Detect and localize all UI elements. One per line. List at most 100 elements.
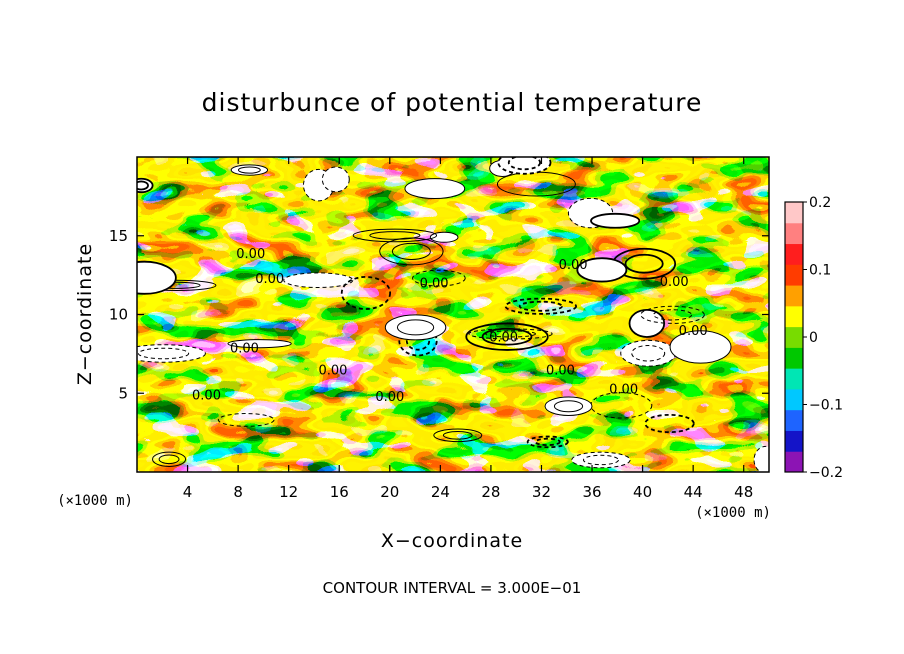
negative-contour [405, 331, 431, 351]
positive-contour [391, 242, 431, 260]
x-tick-label: 24 [431, 483, 450, 501]
y-tick-label: 15 [109, 227, 128, 245]
x-tick-label: 44 [684, 483, 703, 501]
colorbar-tick-label: 0.1 [809, 263, 831, 279]
chart-title: disturbunce of potential temperature [202, 88, 703, 117]
colorbar-swatch [785, 326, 803, 348]
positive-contour [669, 330, 732, 364]
colorbar-swatch [785, 409, 803, 431]
contour-value-label: 0.00 [375, 390, 404, 405]
positive-contour [442, 431, 473, 440]
positive-contour [590, 212, 641, 229]
colorbar-swatch [785, 430, 803, 452]
negative-contour [526, 435, 569, 449]
contour-value-label: 0.00 [660, 275, 689, 290]
contour-value-label: 0.00 [679, 324, 708, 339]
colorbar-tick-label: −0.1 [809, 398, 843, 414]
x-tick-label: 16 [330, 483, 349, 501]
positive-contour [158, 454, 180, 465]
heatmap-field [137, 157, 769, 472]
negative-contour [640, 305, 705, 324]
x-tick-label: 48 [734, 483, 753, 501]
x-tick-label: 4 [183, 483, 193, 501]
positive-contour [396, 319, 435, 336]
positive-contour [137, 260, 177, 295]
negative-contour [571, 451, 631, 469]
x-axis-ticks: 4 8 12 16 20 24 28 32 36 40 44 48 [183, 157, 753, 501]
negative-contour [620, 339, 677, 367]
negative-contour [582, 454, 619, 466]
positive-contour [137, 180, 149, 191]
positive-contour [576, 257, 628, 283]
positive-contour [227, 339, 292, 349]
negative-contour [518, 300, 563, 312]
y-tick-label: 5 [118, 384, 128, 402]
positive-contour [433, 428, 483, 443]
plot-area [137, 157, 769, 472]
positive-contour [624, 253, 664, 274]
x-axis-unit: (×1000 m) [695, 505, 771, 521]
colorbar-swatch [785, 451, 803, 473]
negative-contour [283, 272, 354, 288]
y-axis-unit: (×1000 m) [57, 493, 133, 509]
colorbar-swatch [785, 202, 803, 224]
negative-contour [137, 344, 206, 363]
contour-lines [137, 157, 769, 472]
colorbar-tick-label: 0.2 [809, 195, 831, 211]
colorbar [784, 201, 804, 473]
negative-contour [497, 157, 552, 175]
x-axis-label: X−coordinate [381, 530, 523, 552]
positive-contour [544, 396, 593, 416]
negative-contour [504, 297, 578, 315]
contour-value-label: 0.00 [420, 277, 449, 292]
negative-contour [652, 309, 693, 321]
colorbar-swatch [785, 305, 803, 328]
colorbar-tick-label: −0.2 [809, 465, 843, 481]
contour-value-label: 0.00 [255, 272, 284, 287]
x-tick-label: 32 [532, 483, 551, 501]
x-tick-label: 36 [582, 483, 601, 501]
contour-value-label: 0.00 [546, 363, 575, 378]
positive-contour [230, 164, 269, 176]
colorbar-ticks: 0.2 0.1 0 −0.1 −0.2 [803, 195, 843, 481]
colorbar-swatch [785, 388, 803, 411]
positive-contour [429, 231, 459, 243]
negative-contour [217, 413, 275, 427]
negative-contour [631, 345, 666, 362]
colorbar-swatch [785, 243, 803, 265]
contour-value-label: 0.00 [318, 363, 347, 378]
positive-contour [465, 322, 549, 351]
colorbar-tick-label: 0 [809, 330, 818, 346]
colorbar-swatch [785, 347, 803, 369]
x-tick-label: 12 [279, 483, 298, 501]
negative-contour [753, 445, 769, 472]
positive-contour [553, 400, 584, 413]
positive-contour [628, 308, 666, 338]
colorbar-swatch [785, 264, 803, 286]
positive-contour [237, 166, 261, 174]
negative-contour [485, 330, 537, 338]
contour-value-label: 0.00 [236, 247, 265, 262]
contour-interval-note: CONTOUR INTERVAL = 3.000E−01 [323, 579, 582, 597]
negative-contour [321, 166, 350, 193]
contour-value-label: 0.00 [192, 389, 221, 404]
y-tick-label: 10 [109, 306, 128, 324]
contour-value-label: 0.00 [230, 341, 259, 356]
negative-contour [507, 157, 542, 171]
negative-contour [137, 347, 190, 360]
positive-contour [369, 231, 421, 240]
positive-contour [152, 451, 187, 467]
positive-contour [404, 178, 466, 200]
colorbar-swatch [785, 368, 803, 390]
x-tick-label: 28 [481, 483, 500, 501]
positive-contour [379, 237, 444, 266]
colorbar-swatch [785, 285, 803, 307]
contour-value-label: 0.00 [559, 258, 588, 273]
contour-value-label: 0.00 [489, 330, 518, 345]
negative-contour [340, 275, 392, 310]
x-tick-label: 8 [233, 483, 243, 501]
negative-contour [534, 437, 561, 447]
contour-labels: 0.00 0.00 0.00 0.00 0.00 0.00 0.00 0.00 0.00 0.00… [192, 247, 708, 405]
positive-contour [481, 327, 533, 346]
